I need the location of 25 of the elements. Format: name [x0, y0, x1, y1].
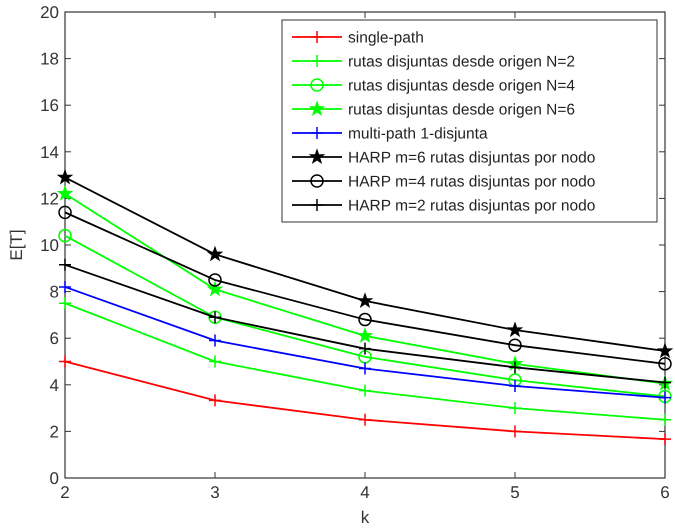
- legend-label: rutas disjuntas desde origen N=4: [348, 77, 576, 94]
- y-tick-label: 4: [50, 376, 59, 395]
- y-tick-label: 20: [40, 2, 59, 22]
- x-tick-label: 3: [210, 483, 220, 502]
- legend-label: HARP m=2 rutas disjuntas por nodo: [348, 197, 596, 214]
- y-tick-label: 18: [40, 50, 59, 69]
- y-tick-label: 16: [40, 96, 59, 116]
- x-tick-label: 4: [360, 483, 370, 502]
- legend-label: HARP m=4 rutas disjuntas por nodo: [348, 173, 596, 190]
- y-tick-label: 14: [40, 142, 59, 162]
- x-tick-label: 6: [660, 483, 670, 502]
- y-tick-label: 10: [40, 236, 59, 255]
- y-tick-label: 0: [50, 468, 59, 488]
- legend-label: HARP m=6 rutas disjuntas por nodo: [348, 149, 596, 166]
- y-tick-label: 2: [50, 422, 59, 442]
- legend-label: single-path: [348, 29, 424, 46]
- legend-label: rutas disjuntas desde origen N=6: [348, 101, 576, 118]
- y-tick-label: 12: [40, 189, 59, 208]
- legend-label: multi-path 1-disjunta: [348, 125, 488, 142]
- y-tick-label: 6: [50, 329, 59, 348]
- x-tick-label: 5: [510, 483, 520, 502]
- y-tick-label: 8: [50, 282, 59, 302]
- legend-label: rutas disjuntas desde origen N=2: [348, 53, 576, 70]
- y-axis-title: E[T]: [7, 229, 26, 261]
- x-axis-title: k: [360, 508, 370, 527]
